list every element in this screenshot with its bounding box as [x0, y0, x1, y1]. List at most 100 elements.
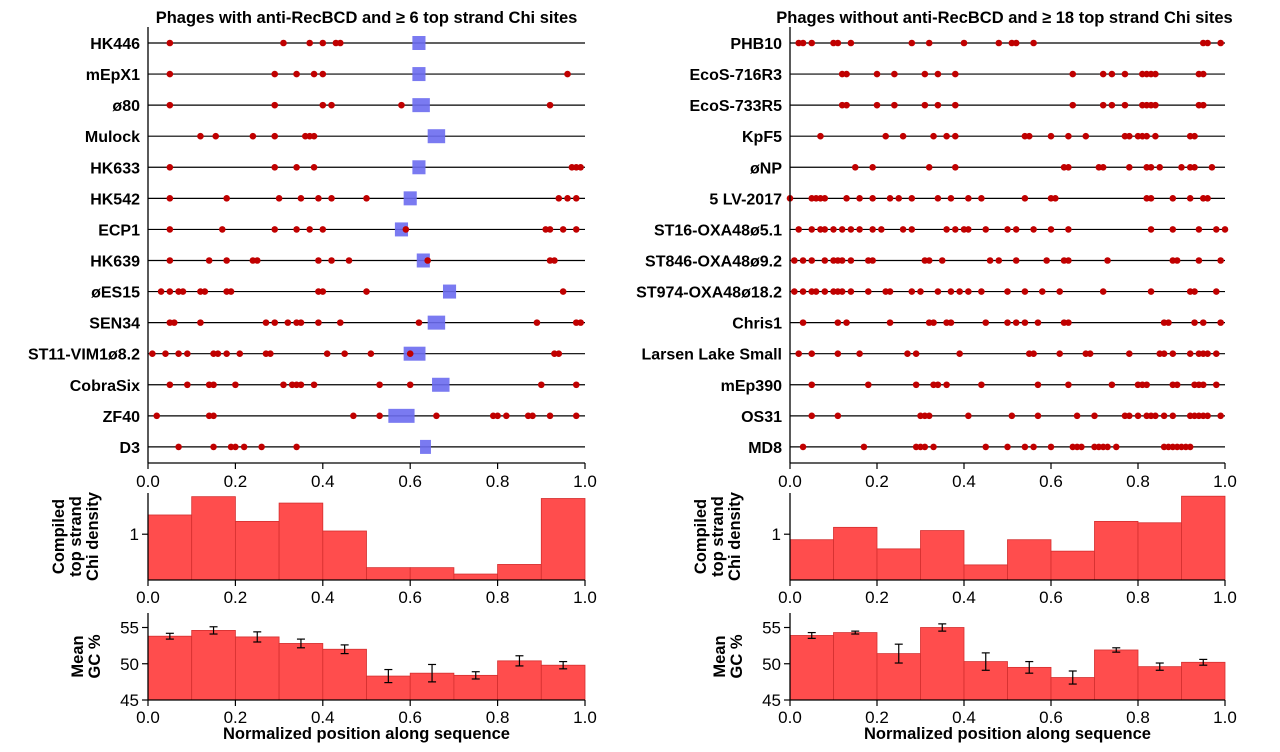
- histogram-bar: [278, 502, 324, 581]
- chi-site-dot: [869, 195, 876, 202]
- histogram-bar: [147, 514, 193, 581]
- chi-site-dot: [1121, 101, 1129, 109]
- chi-site-dot: [1143, 381, 1150, 389]
- chi-site-dot: [271, 70, 279, 78]
- chi-site-dot: [1152, 70, 1159, 78]
- chi-site-dot: [319, 288, 327, 295]
- histogram-bar: [833, 632, 878, 701]
- chi-site-dot: [572, 226, 580, 233]
- x-tick-label: 0.2: [224, 472, 248, 491]
- chi-site-dot: [947, 319, 955, 326]
- chi-site-dot: [1030, 226, 1037, 233]
- chi-site-dot: [934, 195, 942, 202]
- chi-site-dot: [1099, 288, 1107, 295]
- origin-marker: [412, 67, 426, 82]
- chi-site-dot: [1147, 226, 1155, 233]
- chi-site-dot: [1065, 257, 1072, 264]
- chi-site-dot: [930, 319, 937, 326]
- chi-site-dot: [934, 381, 942, 389]
- chi-site-dot: [1012, 319, 1020, 326]
- chi-site-dot: [899, 132, 907, 140]
- chi-site-dot: [341, 350, 348, 358]
- histogram-bar: [1137, 666, 1182, 701]
- chi-site-dot: [1213, 226, 1220, 233]
- chi-site-dot: [808, 257, 816, 264]
- chi-site-dot: [564, 70, 571, 78]
- chi-site-dot: [262, 319, 270, 326]
- y-axis-label: GC %: [728, 634, 746, 678]
- phage-label: Mulock: [85, 129, 140, 146]
- chi-site-dot: [1199, 101, 1207, 109]
- chi-site-dot: [1034, 381, 1042, 389]
- chi-site-dot: [934, 288, 942, 295]
- origin-marker: [388, 408, 415, 423]
- x-tick-label: 0.6: [1039, 588, 1063, 607]
- chi-density-panel-left: 0.0 0.2 0.4 0.6 0.8 1.0 1 Compiled top strand Chi…: [50, 491, 597, 607]
- y-axis-label: Compiled: [50, 499, 68, 574]
- x-tick-label: 1.0: [573, 708, 597, 727]
- phage-label: mEpX1: [86, 67, 140, 84]
- phage-label: EcoS-733R5: [690, 98, 783, 115]
- chi-site-dot: [904, 350, 911, 358]
- chi-site-dot: [227, 288, 235, 295]
- chi-site-dot: [1160, 350, 1168, 358]
- histogram-bar: [234, 520, 280, 581]
- x-tick-label: 0.8: [1126, 472, 1150, 491]
- chi-site-dot: [834, 319, 842, 326]
- chi-site-dot: [1065, 226, 1072, 233]
- y-tick-label: 45: [120, 691, 139, 710]
- chi-site-dot: [293, 226, 300, 233]
- chi-site-dot: [328, 257, 335, 264]
- chi-site-dot: [925, 163, 933, 171]
- x-tick-label: 0.4: [952, 588, 976, 607]
- chi-site-dot: [925, 39, 933, 47]
- chi-site-dot: [873, 70, 881, 78]
- histogram-bar: [833, 526, 878, 581]
- chi-site-dot: [223, 350, 230, 358]
- chi-site-dot: [546, 101, 554, 109]
- origin-marker: [412, 36, 426, 50]
- chi-site-dot: [315, 319, 322, 326]
- chi-site-dot: [267, 350, 274, 358]
- chi-site-dot: [1134, 412, 1142, 420]
- chi-site-dot: [821, 195, 829, 202]
- chi-site-dot: [925, 412, 933, 420]
- chi-site-dot: [965, 226, 972, 233]
- chi-site-dot: [1073, 412, 1081, 420]
- chi-site-dot: [149, 350, 156, 358]
- chi-site-dot: [952, 132, 959, 140]
- histogram-bar: [920, 627, 965, 701]
- chi-site-dot: [555, 195, 563, 202]
- histogram-bar: [540, 498, 586, 581]
- chi-site-dot: [1173, 381, 1181, 389]
- chi-site-dot: [1086, 350, 1094, 358]
- chi-site-dot: [1217, 257, 1224, 264]
- x-tick-label: 0.8: [1126, 708, 1150, 727]
- phage-label: PHB10: [730, 36, 782, 53]
- chi-site-dot: [821, 226, 829, 233]
- chi-site-dot: [170, 319, 178, 326]
- histogram-bar: [1094, 520, 1139, 581]
- chi-site-dot: [930, 443, 937, 451]
- chi-site-dot: [943, 132, 950, 140]
- chi-site-dot: [210, 443, 217, 451]
- chi-site-dot: [908, 226, 916, 233]
- chi-site-dot: [1012, 257, 1020, 264]
- chi-site-dot: [363, 288, 370, 295]
- chi-sites-panel-1: Phages with anti-RecBCD and ≥ 6 top stra…: [28, 9, 597, 491]
- chi-site-dot: [166, 163, 174, 171]
- x-tick-label: 0.4: [952, 472, 976, 491]
- chi-sites-panel-2: Phages without anti-RecBCD and ≥ 18 top …: [636, 9, 1237, 491]
- chi-site-dot: [899, 226, 907, 233]
- chi-site-dot: [921, 70, 929, 78]
- chi-site-dot: [1156, 163, 1164, 171]
- chi-site-dot: [1047, 132, 1055, 140]
- y-axis-label: Compiled: [692, 499, 710, 574]
- chi-site-dot: [280, 39, 287, 47]
- chi-site-dot: [808, 350, 816, 358]
- chi-site-dot: [799, 319, 807, 326]
- chi-site-dot: [1099, 163, 1107, 171]
- x-tick-label: 0.2: [865, 472, 889, 491]
- chi-site-dot: [271, 101, 279, 109]
